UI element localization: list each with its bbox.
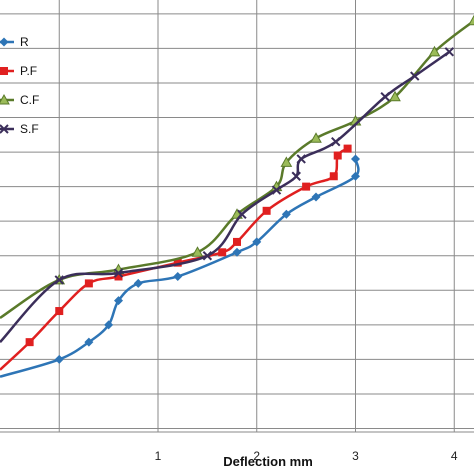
x-tick-label: 2	[253, 449, 260, 463]
data-point	[191, 246, 204, 257]
data-point	[54, 275, 64, 285]
data-point	[380, 92, 390, 102]
series-p-f	[0, 144, 352, 371]
data-point	[233, 237, 241, 246]
data-point	[54, 354, 64, 364]
data-point	[113, 268, 124, 278]
data-point	[252, 237, 262, 247]
data-point	[0, 67, 8, 75]
data-point	[84, 279, 93, 288]
x-axis-title: Deflection mm	[223, 454, 313, 469]
data-point	[173, 271, 183, 281]
data-point	[410, 71, 420, 81]
legend-label: S.F	[20, 122, 39, 136]
data-point	[296, 154, 306, 164]
data-point	[84, 337, 94, 347]
data-point	[280, 156, 293, 167]
data-point	[237, 209, 247, 219]
legend-label: R	[20, 35, 29, 49]
legend-item: S.F	[0, 122, 39, 136]
legend-item: R	[0, 35, 29, 49]
data-point	[104, 320, 114, 330]
data-point	[291, 171, 301, 181]
data-point	[0, 124, 9, 134]
data-point	[311, 192, 321, 202]
data-point	[173, 258, 182, 267]
x-tick-labels: 1 2 3 4	[155, 449, 458, 463]
series-r	[0, 154, 360, 378]
data-point	[351, 154, 360, 164]
x-tick-label: 3	[352, 449, 359, 463]
data-point	[331, 136, 341, 147]
data-point	[281, 209, 291, 219]
data-point	[202, 251, 213, 261]
legend-label: P.F	[20, 64, 37, 78]
data-point	[351, 171, 360, 181]
series-s-f	[0, 47, 455, 344]
data-point	[0, 93, 10, 105]
data-point	[271, 185, 282, 195]
data-point	[25, 338, 34, 347]
data-point	[310, 132, 322, 143]
data-point	[114, 296, 123, 306]
data-point	[329, 172, 338, 181]
data-point	[302, 182, 311, 191]
data-point	[343, 144, 352, 153]
data-point	[232, 247, 242, 257]
data-point	[444, 47, 455, 57]
data-point	[55, 307, 64, 316]
data-point	[468, 14, 474, 26]
data-point	[389, 90, 401, 102]
legend-label: C.F	[20, 93, 39, 107]
series-layer	[0, 14, 474, 378]
legend-item: P.F	[0, 64, 37, 78]
x-tick-label: 1	[155, 449, 162, 463]
legend: R P.F C.F S.F	[0, 35, 39, 136]
x-tick-label: 4	[451, 449, 458, 463]
data-point	[218, 248, 227, 257]
data-point	[133, 278, 143, 288]
data-point	[428, 45, 441, 57]
legend-item: C.F	[0, 93, 39, 107]
data-point	[333, 151, 342, 160]
data-point	[262, 206, 271, 215]
data-point	[0, 37, 9, 47]
data-point	[114, 272, 123, 281]
